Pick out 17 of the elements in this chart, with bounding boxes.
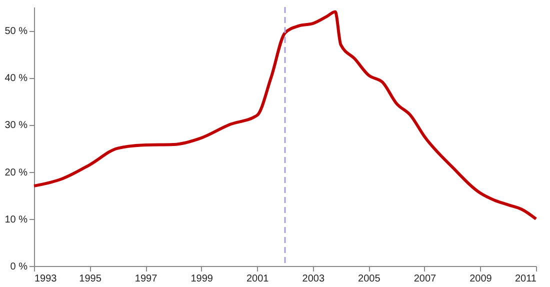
x-tick-label: 2003	[302, 274, 325, 284]
x-tick-label: 2011	[514, 274, 537, 284]
y-tick-label: 0 %	[10, 262, 28, 272]
y-tick-label: 10 %	[4, 214, 28, 226]
x-tick-label: 1999	[190, 274, 214, 284]
y-tick-label: 50 %	[4, 26, 28, 38]
x-tick-label: 2009	[470, 274, 492, 284]
y-tick-label: 40 %	[4, 73, 28, 84]
y-tick-label: 20 %	[4, 167, 28, 178]
x-tick-label: 1993	[34, 274, 58, 284]
y-tick-label: 30 %	[4, 120, 28, 132]
x-tick-label: 2005	[358, 274, 381, 284]
line-series	[32, 10, 538, 220]
x-tick-label: 1997	[134, 274, 158, 284]
x-tick-label: 1995	[79, 274, 102, 284]
x-tick-label: 2001	[246, 274, 270, 284]
x-tick-label: 2007	[414, 274, 437, 284]
